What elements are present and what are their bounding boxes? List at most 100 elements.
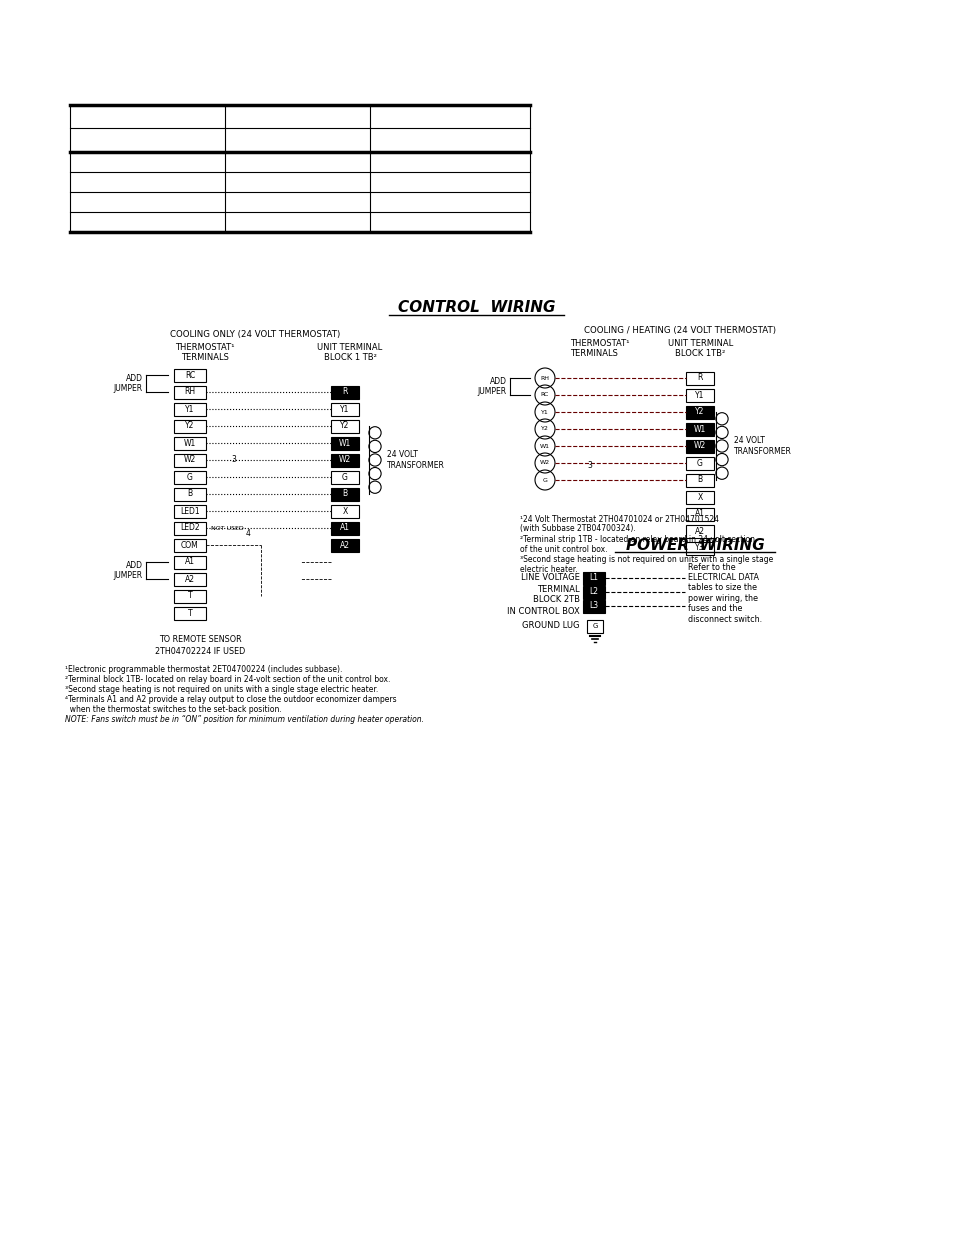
Text: UNIT TERMINAL: UNIT TERMINAL: [317, 343, 382, 352]
Text: A1: A1: [695, 510, 704, 519]
Text: L2: L2: [589, 588, 598, 597]
Bar: [173, 385, 206, 399]
Bar: [685, 422, 713, 436]
Bar: [173, 471, 206, 483]
Text: G: G: [697, 458, 702, 468]
Bar: [173, 538, 206, 552]
Text: ⁴Terminals A1 and A2 provide a relay output to close the outdoor economizer damp: ⁴Terminals A1 and A2 provide a relay out…: [65, 694, 396, 704]
Bar: [173, 589, 206, 603]
Text: B: B: [187, 489, 193, 499]
Text: RH: RH: [540, 375, 549, 380]
Bar: [685, 457, 713, 469]
Text: Y2: Y2: [340, 421, 350, 431]
Text: 2TH04702224 IF USED: 2TH04702224 IF USED: [154, 646, 245, 656]
Text: 24 VOLT
TRANSFORMER: 24 VOLT TRANSFORMER: [733, 436, 791, 456]
Text: W1: W1: [338, 438, 351, 447]
Bar: [173, 420, 206, 432]
Text: ³Second stage heating is not required on units with a single stage electric heat: ³Second stage heating is not required on…: [65, 684, 377, 694]
Text: COM: COM: [181, 541, 198, 550]
Text: A2: A2: [339, 541, 350, 550]
Text: Refer to the
ELECTRICAL DATA
tables to size the
power wiring, the
fuses and the
: Refer to the ELECTRICAL DATA tables to s…: [687, 562, 761, 624]
Text: Y2: Y2: [695, 408, 704, 416]
Text: BLOCK 1TB²: BLOCK 1TB²: [675, 348, 724, 357]
Text: ³Second stage heating is not required on units with a single stage: ³Second stage heating is not required on…: [519, 555, 773, 563]
Text: W2: W2: [184, 456, 196, 464]
Bar: [331, 420, 358, 432]
Text: IN CONTROL BOX: IN CONTROL BOX: [507, 606, 579, 615]
Bar: [331, 385, 358, 399]
Bar: [582, 572, 604, 585]
Text: TERMINAL: TERMINAL: [537, 584, 579, 594]
Text: GROUND LUG: GROUND LUG: [522, 621, 579, 631]
Text: Y1: Y1: [695, 390, 704, 399]
Bar: [685, 389, 713, 401]
Text: BLOCK 1 TB²: BLOCK 1 TB²: [323, 353, 376, 363]
Text: of the unit control box.: of the unit control box.: [519, 545, 607, 553]
Bar: [685, 473, 713, 487]
Text: X: X: [697, 493, 702, 501]
Text: Y1: Y1: [185, 405, 194, 414]
Bar: [685, 372, 713, 384]
Text: TO REMOTE SENSOR: TO REMOTE SENSOR: [158, 636, 241, 645]
Text: 24 VOLT
TRANSFORMER: 24 VOLT TRANSFORMER: [386, 451, 444, 469]
Text: ADD
JUMPER: ADD JUMPER: [113, 561, 143, 580]
Text: CONTROL  WIRING: CONTROL WIRING: [397, 300, 556, 315]
Bar: [173, 453, 206, 467]
Text: A1: A1: [185, 557, 194, 567]
Text: L3: L3: [589, 601, 598, 610]
Text: T: T: [188, 609, 193, 618]
Bar: [331, 471, 358, 483]
Bar: [331, 521, 358, 535]
Text: R: R: [697, 373, 702, 383]
Text: W1: W1: [184, 438, 196, 447]
Bar: [685, 525, 713, 537]
Text: A2: A2: [185, 574, 194, 583]
Text: UNIT TERMINAL: UNIT TERMINAL: [667, 338, 733, 347]
Bar: [331, 453, 358, 467]
Bar: [685, 490, 713, 504]
Bar: [331, 505, 358, 517]
Text: Y1: Y1: [540, 410, 548, 415]
Text: BLOCK 2TB: BLOCK 2TB: [533, 595, 579, 604]
Text: RH: RH: [184, 388, 195, 396]
Text: TERMINALS: TERMINALS: [569, 348, 618, 357]
Text: T: T: [188, 592, 193, 600]
Text: G: G: [187, 473, 193, 482]
Bar: [582, 585, 604, 599]
Bar: [685, 508, 713, 520]
Text: ¹24 Volt Thermostat 2TH04701024 or 2TH04701524: ¹24 Volt Thermostat 2TH04701024 or 2TH04…: [519, 515, 719, 524]
Text: when the thermostat switches to the set-back position.: when the thermostat switches to the set-…: [65, 704, 281, 714]
Bar: [173, 521, 206, 535]
Text: L1: L1: [589, 573, 598, 583]
Text: A1: A1: [339, 524, 350, 532]
Text: THERMOSTAT¹: THERMOSTAT¹: [569, 338, 629, 347]
Text: LED2: LED2: [180, 524, 199, 532]
Text: electric heater.: electric heater.: [519, 564, 577, 573]
Text: 3: 3: [232, 456, 236, 464]
Bar: [173, 505, 206, 517]
Text: ADD
JUMPER: ADD JUMPER: [477, 377, 506, 396]
Text: COOLING ONLY (24 VOLT THERMOSTAT): COOLING ONLY (24 VOLT THERMOSTAT): [170, 331, 340, 340]
Text: RC: RC: [185, 370, 195, 379]
Text: NOTE: Fans switch must be in “ON” position for minimum ventilation during heater: NOTE: Fans switch must be in “ON” positi…: [65, 715, 423, 724]
Bar: [173, 368, 206, 382]
Text: COOLING / HEATING (24 VOLT THERMOSTAT): COOLING / HEATING (24 VOLT THERMOSTAT): [583, 326, 775, 335]
Text: B: B: [342, 489, 347, 499]
Text: NOT USED: NOT USED: [211, 526, 244, 531]
Text: A2: A2: [695, 526, 704, 536]
Text: Y1: Y1: [340, 405, 350, 414]
Text: Y3: Y3: [695, 543, 704, 552]
Bar: [586, 620, 602, 634]
Text: X: X: [342, 506, 347, 515]
Bar: [173, 573, 206, 585]
Bar: [331, 436, 358, 450]
Bar: [685, 541, 713, 555]
Text: TERMINALS: TERMINALS: [181, 353, 229, 363]
Text: W2: W2: [338, 456, 351, 464]
Text: ¹Electronic programmable thermostat 2ET04700224 (includes subbase).: ¹Electronic programmable thermostat 2ET0…: [65, 664, 342, 673]
Text: W2: W2: [693, 441, 705, 451]
Text: RC: RC: [540, 393, 549, 398]
Text: W2: W2: [539, 461, 550, 466]
Text: ²Terminal block 1TB- located on relay board in 24-volt section of the unit contr: ²Terminal block 1TB- located on relay bo…: [65, 674, 390, 683]
Text: W1: W1: [693, 425, 705, 433]
